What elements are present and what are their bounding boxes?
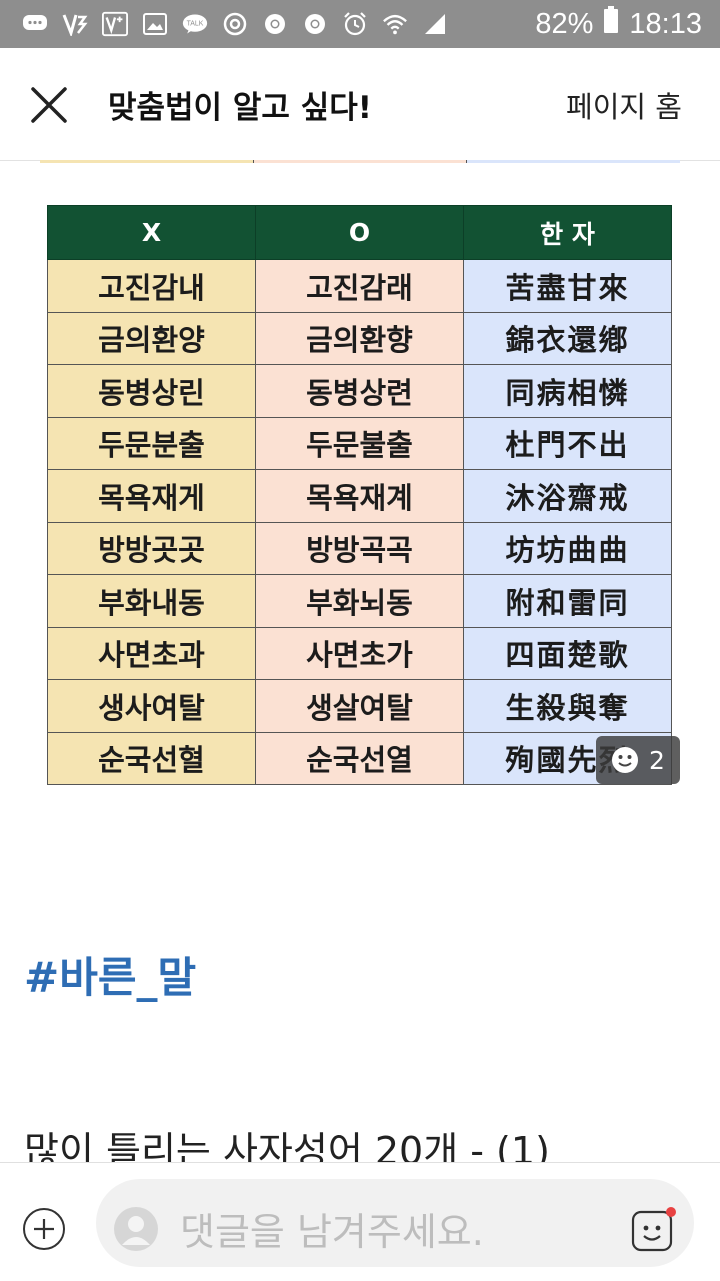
hanja-cell: 杜門不出: [463, 416, 672, 470]
hanja-cell: 同病相憐: [463, 364, 672, 418]
correct-cell: 금의환향: [255, 311, 464, 365]
wrong-cell: 순국선혈: [47, 731, 256, 785]
table-row: 금의환양 금의환향 錦衣還鄕: [47, 311, 672, 365]
kakaotalk-icon: TALK: [182, 11, 208, 37]
header-hanja: 한 자: [463, 205, 672, 260]
wrong-cell: 사면초과: [47, 626, 256, 680]
new-badge-dot: [666, 1207, 676, 1217]
idiom-table: X O 한 자 고진감내 고진감래 苦盡甘來 금의환양 금의환향 錦衣還鄕 동병상린 동병…: [47, 205, 672, 785]
wrong-cell: 두문분출: [47, 416, 256, 470]
correct-cell: 두문불출: [255, 416, 464, 470]
wifi-icon: [382, 11, 408, 37]
wrong-cell: 금의환양: [47, 311, 256, 365]
signal-icon: [422, 11, 448, 37]
comment-bar: 댓글을 남겨주세요.: [0, 1162, 720, 1281]
close-button[interactable]: [28, 84, 70, 126]
correct-cell: 방방곡곡: [255, 521, 464, 575]
table-row: 두문분출 두문불출 杜門不出: [47, 416, 672, 470]
avatar: [114, 1207, 158, 1251]
table-row: 동병상린 동병상련 同病相憐: [47, 364, 672, 418]
wrong-cell: 고진감내: [47, 259, 256, 313]
wrong-cell: 동병상린: [47, 364, 256, 418]
correct-cell: 순국선열: [255, 731, 464, 785]
sticker-button[interactable]: [630, 1209, 674, 1253]
page-home-link[interactable]: 페이지 홈: [566, 90, 682, 124]
wrong-cell: 생사여탈: [47, 679, 256, 733]
chrome-icon: [262, 11, 288, 37]
attach-button[interactable]: [22, 1207, 66, 1251]
alarm-icon: [342, 11, 368, 37]
wrong-cell: 방방곳곳: [47, 521, 256, 575]
previous-image-edge: [40, 160, 681, 163]
wrong-cell: 목욕재게: [47, 469, 256, 523]
table-row: 목욕재게 목욕재계 沐浴齋戒: [47, 469, 672, 523]
hanja-cell: 錦衣還鄕: [463, 311, 672, 365]
battery-percent: 82%: [535, 7, 594, 40]
image-comment-badge[interactable]: 2: [596, 736, 680, 784]
table-header-row: X O 한 자: [47, 205, 672, 260]
plus-circle-icon: [23, 1208, 65, 1250]
smiley-icon: [612, 747, 639, 773]
correct-cell: 사면초가: [255, 626, 464, 680]
correct-cell: 동병상련: [255, 364, 464, 418]
table-row: 방방곳곳 방방곡곡 坊坊曲曲: [47, 521, 672, 575]
comment-placeholder: 댓글을 남겨주세요.: [180, 1210, 484, 1254]
correct-cell: 고진감래: [255, 259, 464, 313]
default-avatar-icon: [114, 1207, 158, 1251]
sync-icon: [222, 11, 248, 37]
emoticon-icon: [631, 1210, 673, 1252]
comment-count: 2: [649, 745, 665, 775]
clock: 18:13: [629, 7, 702, 40]
table-row: 사면초과 사면초가 四面楚歌: [47, 626, 672, 680]
wrong-cell: 부화내동: [47, 574, 256, 628]
hanja-cell: 坊坊曲曲: [463, 521, 672, 575]
hanja-cell: 苦盡甘來: [463, 259, 672, 313]
hanja-cell: 四面楚歌: [463, 626, 672, 680]
comment-input[interactable]: [96, 1179, 694, 1267]
correct-cell: 목욕재계: [255, 469, 464, 523]
hashtag-link[interactable]: #바른_말: [24, 953, 197, 1002]
chrome-icon-2: [302, 11, 328, 37]
page-header: 맞춤법이 알고 싶다! 페이지 홈: [0, 48, 720, 161]
battery-icon: [603, 6, 619, 42]
chat-bubble-icon: [22, 11, 48, 37]
gallery-icon: [142, 11, 168, 37]
hanja-cell: 附和雷同: [463, 574, 672, 628]
v3-app-icon: [62, 11, 88, 37]
correct-cell: 부화뇌동: [255, 574, 464, 628]
hanja-cell: 生殺與奪: [463, 679, 672, 733]
header-wrong: X: [47, 205, 256, 260]
close-icon: [31, 87, 67, 123]
idiom-table-image[interactable]: X O 한 자 고진감내 고진감래 苦盡甘來 금의환양 금의환향 錦衣還鄕 동병상린 동병…: [47, 205, 672, 787]
table-row: 부화내동 부화뇌동 附和雷同: [47, 574, 672, 628]
table-row: 고진감내 고진감래 苦盡甘來: [47, 259, 672, 313]
svg-text:TALK: TALK: [187, 21, 204, 28]
table-row: 순국선혈 순국선열 殉國先烈: [47, 731, 672, 785]
page-title: 맞춤법이 알고 싶다!: [108, 90, 372, 126]
hanja-cell: 沐浴齋戒: [463, 469, 672, 523]
table-row: 생사여탈 생살여탈 生殺與奪: [47, 679, 672, 733]
correct-cell: 생살여탈: [255, 679, 464, 733]
v3-update-icon: [102, 11, 128, 37]
header-correct: O: [255, 205, 464, 260]
status-bar: TALK 82% 18:13: [0, 0, 720, 48]
